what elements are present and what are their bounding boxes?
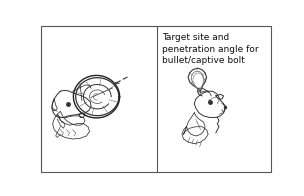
Text: Target site and
penetration angle for
bullet/captive bolt: Target site and penetration angle for bu… xyxy=(162,33,259,65)
